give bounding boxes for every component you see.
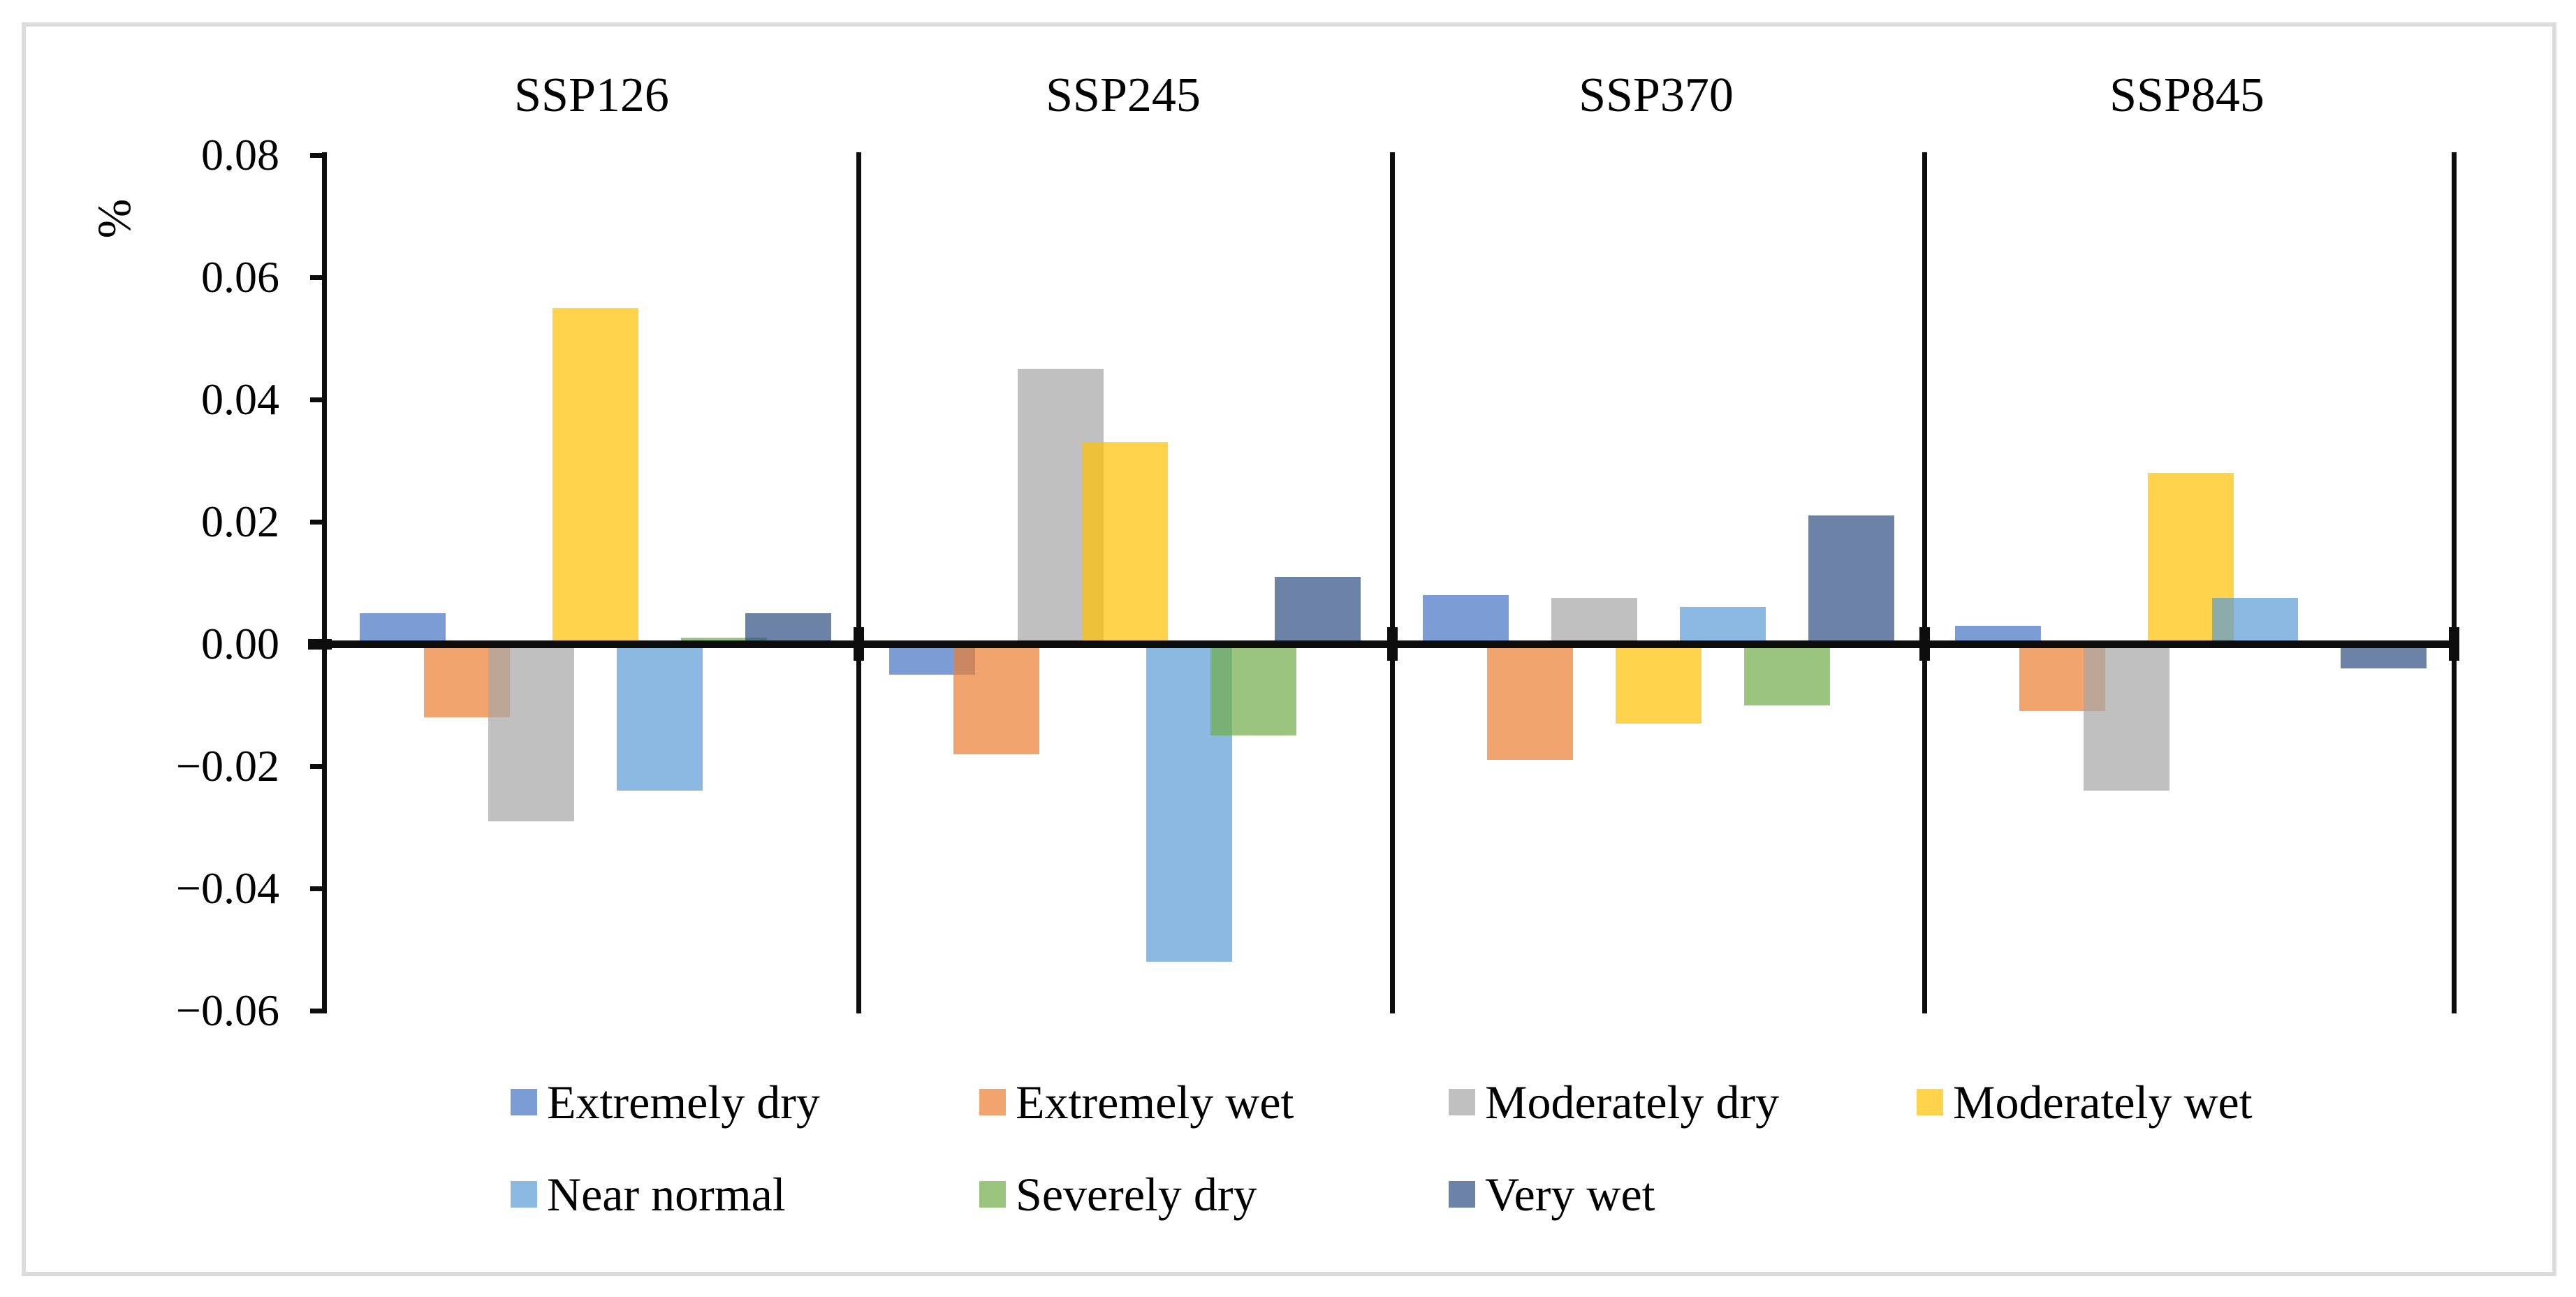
- bar-ssp845-near-normal: [2212, 598, 2298, 644]
- zero-axis-line: [327, 640, 2457, 648]
- legend-item-near-normal: Near normal: [511, 1163, 786, 1226]
- bar-ssp370-very-wet: [1808, 515, 1894, 644]
- legend-label-near-normal: Near normal: [547, 1168, 786, 1221]
- legend-item-moderately-dry: Moderately dry: [1449, 1071, 1779, 1134]
- bar-ssp370-severely-dry: [1744, 644, 1830, 705]
- bar-ssp126-extremely-dry: [360, 613, 446, 644]
- panel-separator-2: [1390, 152, 1395, 1013]
- bar-ssp126-near-normal: [617, 644, 703, 791]
- y-axis-title: %: [87, 198, 140, 239]
- right-spine: [2452, 152, 2457, 1013]
- legend-label-extremely-dry: Extremely dry: [547, 1076, 820, 1129]
- legend-item-extremely-wet: Extremely wet: [979, 1071, 1294, 1134]
- legend-swatch-extremely-dry: [511, 1089, 537, 1115]
- y-tick-0.00: [308, 639, 332, 650]
- y-tick--0.04: [310, 886, 327, 891]
- panel-title-ssp126: SSP126: [514, 68, 669, 122]
- panel-title-ssp845: SSP845: [2109, 68, 2264, 122]
- legend-item-extremely-dry: Extremely dry: [511, 1071, 820, 1134]
- bar-ssp245-extremely-wet: [953, 644, 1039, 754]
- panel-title-ssp370: SSP370: [1579, 68, 1734, 122]
- legend-swatch-near-normal: [511, 1181, 537, 1208]
- bar-ssp245-moderately-wet: [1082, 442, 1168, 644]
- legend-swatch-extremely-wet: [979, 1089, 1006, 1115]
- y-tick-label--0.02: −0.02: [175, 741, 279, 791]
- legend-swatch-moderately-dry: [1449, 1089, 1475, 1115]
- y-tick-label--0.06: −0.06: [175, 985, 279, 1035]
- y-tick--0.02: [310, 764, 327, 769]
- panel-separator-1: [856, 152, 861, 1013]
- legend-swatch-severely-dry: [979, 1181, 1006, 1208]
- legend-swatch-moderately-wet: [1917, 1089, 1943, 1115]
- bar-ssp126-moderately-dry: [488, 644, 574, 821]
- y-tick-label-0.06: 0.06: [201, 252, 279, 302]
- y-tick-0.02: [310, 520, 327, 525]
- bar-ssp370-moderately-dry: [1551, 598, 1637, 644]
- y-tick-label-0.00: 0.00: [201, 619, 279, 668]
- bar-ssp370-extremely-wet: [1487, 644, 1573, 760]
- y-tick-label-0.08: 0.08: [201, 130, 279, 179]
- bar-ssp245-severely-dry: [1210, 644, 1296, 735]
- legend-item-severely-dry: Severely dry: [979, 1163, 1257, 1226]
- y-tick--0.06: [310, 1009, 327, 1013]
- panel-title-ssp245: SSP245: [1046, 68, 1201, 122]
- legend-label-extremely-wet: Extremely wet: [1016, 1076, 1294, 1129]
- y-tick-label--0.04: −0.04: [175, 863, 279, 913]
- legend-item-very-wet: Very wet: [1449, 1163, 1655, 1226]
- legend-swatch-very-wet: [1449, 1181, 1475, 1208]
- y-tick-0.06: [310, 275, 327, 280]
- legend-label-very-wet: Very wet: [1485, 1168, 1655, 1221]
- legend-label-severely-dry: Severely dry: [1016, 1168, 1257, 1221]
- bar-ssp126-very-wet: [745, 613, 831, 644]
- legend-label-moderately-wet: Moderately wet: [1953, 1076, 2253, 1129]
- bar-ssp245-very-wet: [1275, 577, 1361, 644]
- bar-ssp126-moderately-wet: [552, 308, 638, 644]
- bar-ssp370-near-normal: [1680, 607, 1766, 644]
- y-tick-0.08: [310, 153, 327, 158]
- y-tick-label-0.04: 0.04: [201, 374, 279, 424]
- bar-ssp370-extremely-dry: [1423, 595, 1509, 644]
- bar-ssp845-moderately-dry: [2084, 644, 2169, 791]
- legend-label-moderately-dry: Moderately dry: [1485, 1076, 1780, 1129]
- panel-separator-3: [1922, 152, 1927, 1013]
- legend-item-moderately-wet: Moderately wet: [1917, 1071, 2253, 1134]
- bar-ssp370-moderately-wet: [1616, 644, 1702, 724]
- y-tick-0.04: [310, 397, 327, 402]
- y-axis-spine: [322, 152, 327, 1013]
- y-tick-label-0.02: 0.02: [201, 497, 279, 546]
